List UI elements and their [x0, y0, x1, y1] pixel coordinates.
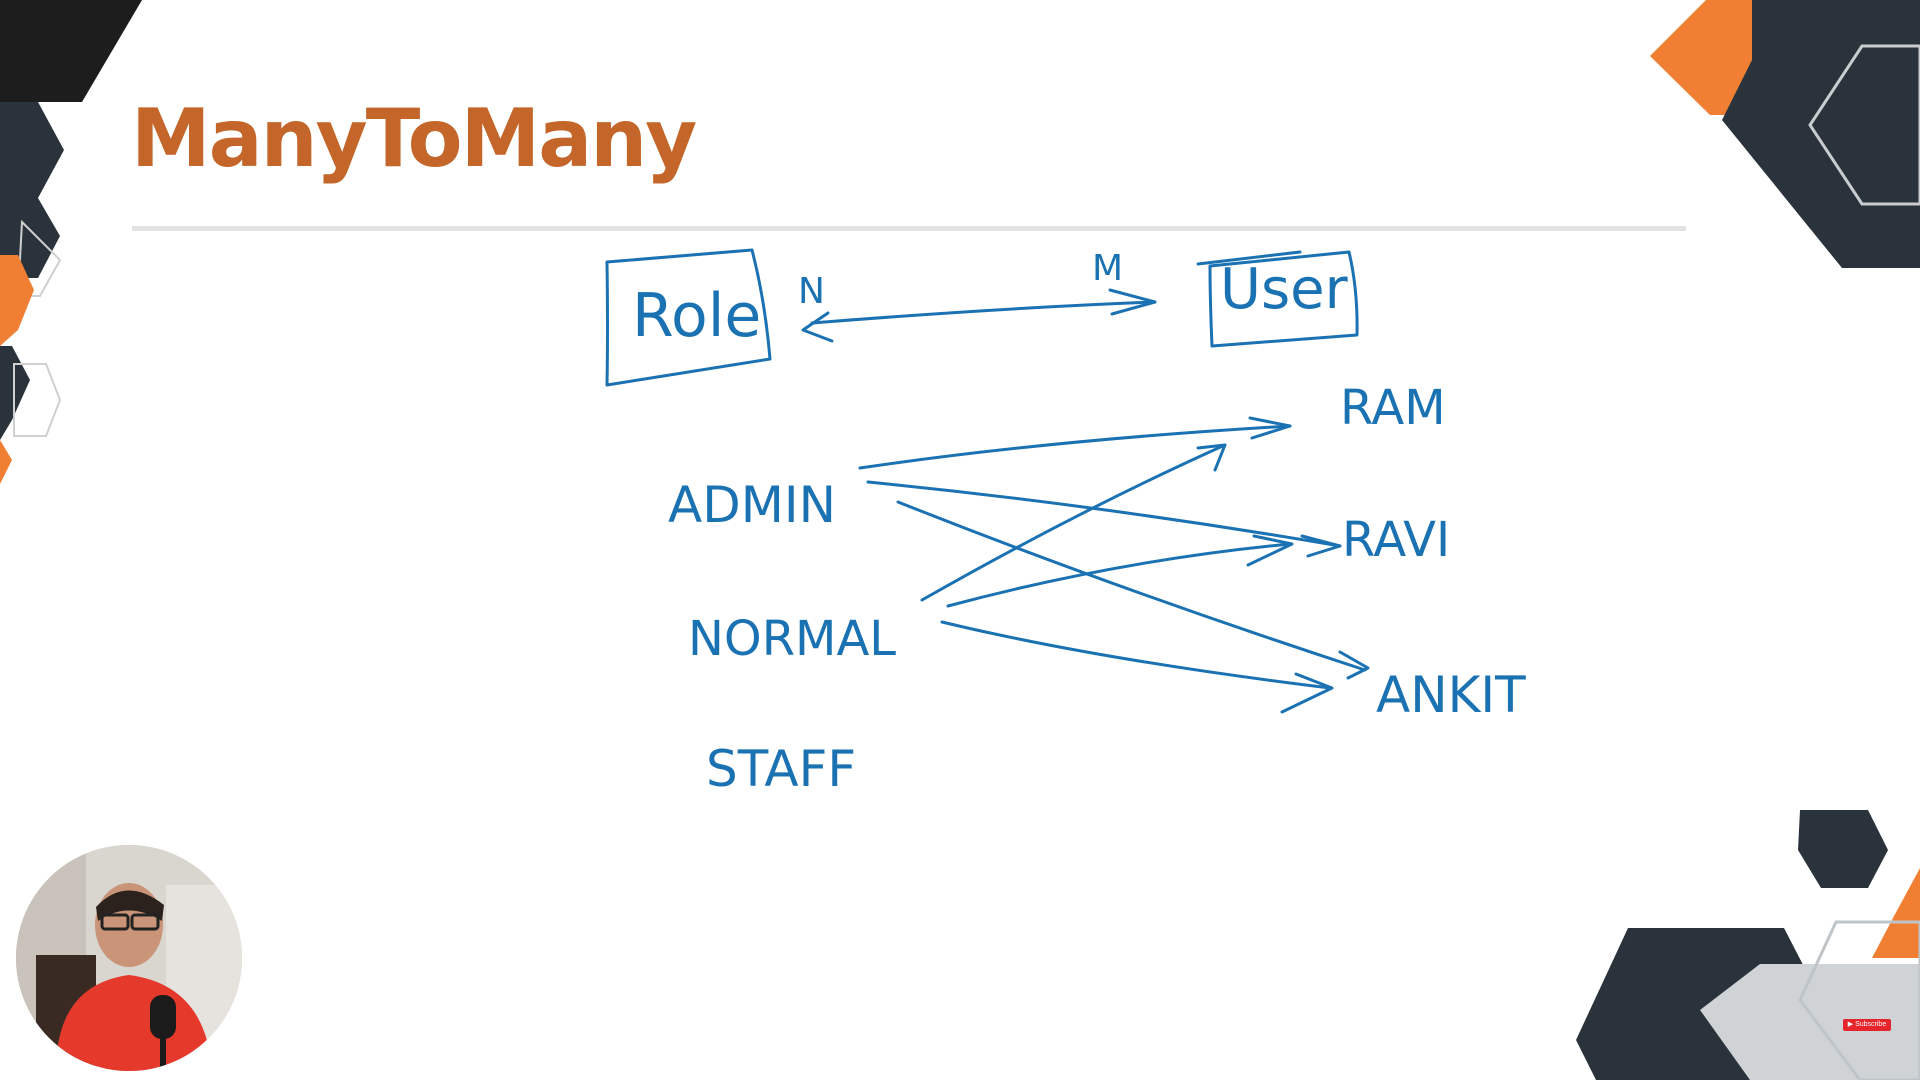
presenter-webcam	[16, 845, 242, 1071]
role-entity: Role	[605, 248, 772, 387]
cardinality-left: N	[798, 271, 825, 312]
user-ram: RAM	[1340, 380, 1446, 436]
cardinality-right: M	[1092, 248, 1123, 289]
youtube-icon: ▶	[1847, 1021, 1856, 1028]
subscribe-label: Subscribe	[1855, 1021, 1887, 1028]
relationship-arrow	[801, 288, 1157, 343]
user-entity: User	[1196, 250, 1359, 348]
presenter-avatar-icon	[16, 845, 242, 1071]
role-normal: NORMAL	[688, 611, 896, 667]
user-ankit: ANKIT	[1376, 666, 1526, 724]
role-staff: STAFF	[706, 740, 856, 798]
mapping-arrows	[858, 416, 1370, 714]
user-ravi: RAVI	[1342, 512, 1450, 568]
role-entity-label: Role	[632, 281, 761, 351]
role-admin: ADMIN	[668, 476, 836, 534]
user-entity-label: User	[1220, 257, 1349, 322]
title-divider	[132, 226, 1686, 231]
subscribe-button[interactable]: ▶ Subscribe	[1843, 1019, 1891, 1031]
slide-title: ManyToMany	[131, 92, 697, 185]
